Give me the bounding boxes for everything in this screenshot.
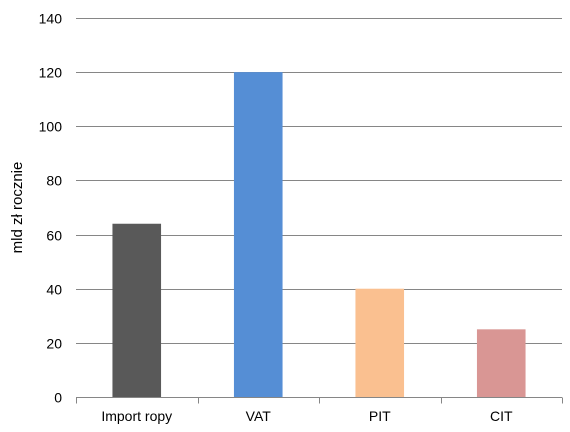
x-tick-marks xyxy=(76,397,563,404)
y-tick-label: 100 xyxy=(39,119,63,135)
y-tick-label: 120 xyxy=(39,65,63,81)
y-tick-label: 140 xyxy=(39,11,63,27)
x-tick-label: CIT xyxy=(490,408,513,424)
bar-cit xyxy=(476,329,526,397)
y-tick-label: 80 xyxy=(46,173,62,189)
y-axis-title: mld zł rocznie xyxy=(9,162,26,254)
bar-import-ropy xyxy=(112,223,162,397)
bars xyxy=(112,72,526,398)
bar-pit xyxy=(355,288,405,397)
x-tick-label: PIT xyxy=(369,408,391,424)
y-tick-label: 20 xyxy=(46,336,62,352)
y-tick-labels: 0 20 40 60 80 100 120 140 xyxy=(39,11,63,406)
y-tick-label: 40 xyxy=(46,282,62,298)
x-tick-label: VAT xyxy=(246,408,272,424)
bar-vat xyxy=(233,72,283,398)
x-tick-labels: Import ropy VAT PIT CIT xyxy=(101,408,513,424)
y-tick-label: 60 xyxy=(46,228,62,244)
y-tick-label: 0 xyxy=(54,390,62,406)
x-tick-label: Import ropy xyxy=(101,408,172,424)
